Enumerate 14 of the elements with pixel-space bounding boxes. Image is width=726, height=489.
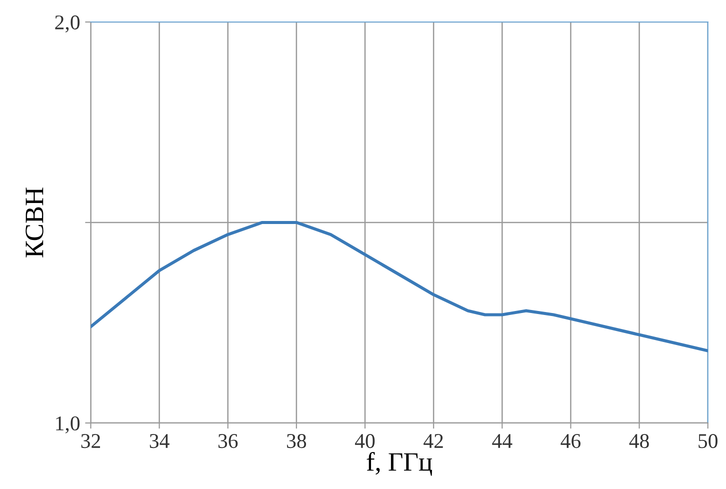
x-tick-label: 32 [81, 434, 100, 448]
x-tick-label: 36 [218, 434, 238, 448]
x-tick-label: 48 [629, 434, 649, 448]
x-axis-title: f, ГГц [366, 452, 432, 476]
y-axis-title: КСВН [26, 188, 44, 258]
x-tick-label: 38 [287, 434, 306, 448]
x-tick-label: 46 [560, 434, 581, 448]
x-tick-label: 44 [492, 434, 512, 448]
y-tick-label: 2,0 [55, 15, 80, 32]
y-tick-label: 1,0 [56, 416, 80, 434]
x-tick-label: 42 [424, 434, 443, 448]
x-tick-label: 50 [698, 434, 718, 448]
x-tick-label: 40 [355, 434, 375, 448]
x-tick-label: 34 [150, 434, 170, 448]
